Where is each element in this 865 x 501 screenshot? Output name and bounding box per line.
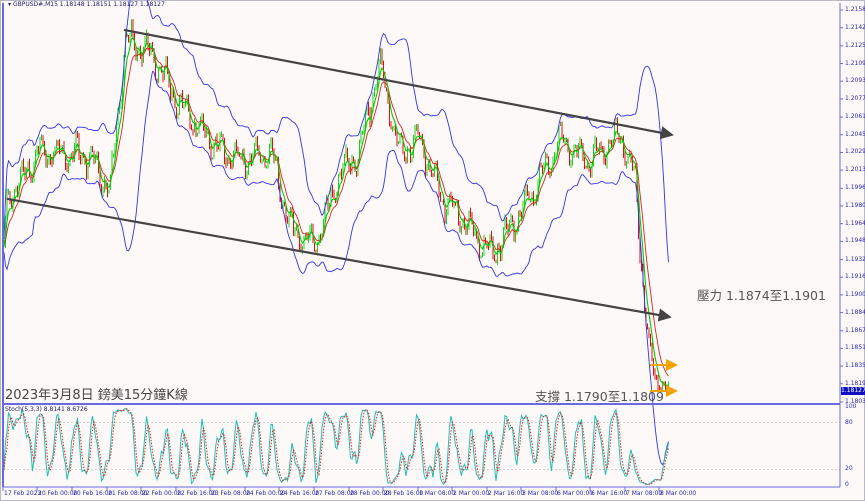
time-tick: 21 Feb 08:00 (108, 490, 148, 497)
price-tick: 1.20450 (845, 130, 865, 138)
resistance-note: 壓力 1.1874至1.1901 (697, 288, 826, 303)
stoch-signal-line (3, 408, 669, 485)
time-tick: 6 Mar 00:00 (557, 490, 594, 497)
price-tick: 1.19160 (845, 273, 865, 281)
stoch-label: Stoch(5,3,3) 8.8141 8.6726 (5, 406, 88, 413)
time-tick: 6 Mar 16:00 (591, 490, 628, 497)
price-tick: 1.19965 (845, 184, 865, 192)
price-tick: 1.20130 (845, 166, 865, 174)
price-tick: 1.18840 (845, 308, 865, 316)
time-tick: 20 Feb 16:00 (73, 490, 113, 497)
time-tick: 8 Mar 00:00 (660, 490, 697, 497)
price-tick: 1.19485 (845, 237, 865, 245)
price-tick: 1.18675 (845, 326, 865, 334)
upper-channel-trendline (123, 28, 674, 140)
fast-ma-line (3, 36, 669, 386)
price-tick: 1.20610 (845, 113, 865, 121)
triangle-down-icon[interactable]: ▾ (8, 1, 12, 8)
stochastic-pane (3, 407, 840, 486)
chart-caption: 2023年3月8日 鎊美15分鐘K線 (5, 388, 188, 403)
time-tick: 3 Mar 08:00 (522, 490, 559, 497)
time-tick: 27 Feb 08:00 (315, 490, 355, 497)
time-tick: 17 Feb 2023 (4, 490, 42, 497)
stoch-tick: 80 (845, 418, 853, 426)
price-tick: 1.21095 (845, 59, 865, 67)
time-tick: 2 Mar 00:00 (453, 490, 490, 497)
price-tick: 1.18030 (845, 397, 865, 405)
axes (2, 3, 843, 491)
price-tick: 1.18515 (845, 344, 865, 352)
stoch-main-line (3, 407, 669, 486)
price-tick: 1.21255 (845, 41, 865, 49)
price-tick: 1.19645 (845, 219, 865, 227)
lower-channel-trendline (6, 197, 672, 322)
time-tick: 22 Feb 16:00 (177, 490, 217, 497)
stoch-tick: 20 (845, 465, 853, 473)
support-note: 支撐 1.1790至1.1809 (535, 389, 664, 404)
price-tick: 1.21420 (845, 23, 865, 31)
price-tick: 1.19320 (845, 255, 865, 263)
price-tick: 1.20290 (845, 148, 865, 156)
lower-envelope-line (3, 70, 669, 466)
price-tick: 1.20775 (845, 94, 865, 102)
price-tick: 1.18195 (845, 379, 865, 387)
time-tick: 24 Feb 16:00 (280, 490, 320, 497)
time-tick: 28 Feb 00:00 (350, 490, 390, 497)
stoch-tick: 100 (845, 403, 857, 410)
price-pane (3, 0, 678, 466)
price-tick: 1.18355 (845, 362, 865, 370)
time-tick: 20 Feb 00:00 (38, 490, 78, 497)
price-tick: 1.19805 (845, 201, 865, 209)
time-tick: 23 Feb 08:00 (211, 490, 251, 497)
price-tick: 1.19000 (845, 290, 865, 298)
price-tick: 1.21580 (845, 6, 865, 13)
time-tick: 7 Mar 08:00 (626, 490, 663, 497)
current-price-label: 1.18127 (841, 387, 865, 396)
time-tick: 2 Mar 16:00 (488, 490, 525, 497)
chart-title: ▾ GBPUSD#,M15 1.18148 1.18151 1.18127 1.… (8, 1, 165, 8)
upper-envelope-line (3, 0, 669, 263)
time-tick: 1 Mar 08:00 (419, 490, 456, 497)
stoch-tick: 0 (845, 481, 849, 488)
time-tick: 28 Feb 16:00 (384, 490, 424, 497)
price-tick: 1.20935 (845, 77, 865, 85)
time-tick: 22 Feb 00:00 (142, 490, 182, 497)
time-tick: 24 Feb 00:00 (246, 490, 286, 497)
symbol-ohlc: GBPUSD#,M15 1.18148 1.18151 1.18127 1.18… (12, 1, 165, 8)
slow-ma-line (3, 47, 669, 377)
